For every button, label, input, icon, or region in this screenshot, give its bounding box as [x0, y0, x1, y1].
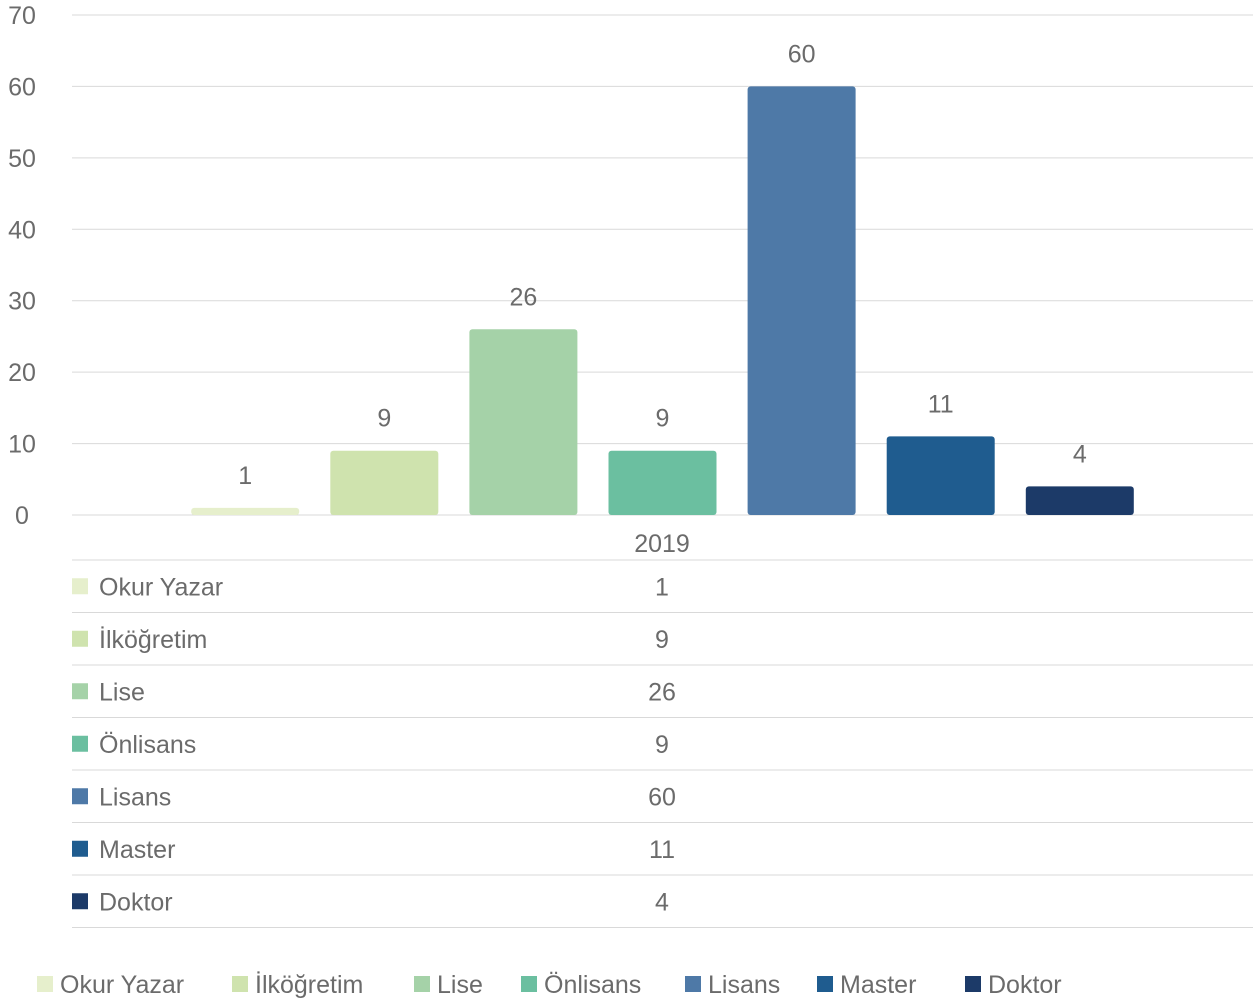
table-legend-key — [72, 578, 88, 595]
data-label: 60 — [788, 40, 816, 68]
gridlines — [72, 14, 1253, 516]
bar — [608, 450, 717, 515]
legend-label: Doktor — [988, 971, 1062, 999]
y-tick-label: 20 — [8, 359, 36, 387]
legend-swatch — [521, 976, 537, 992]
bar — [886, 436, 995, 515]
data-label: 4 — [1073, 440, 1087, 468]
bar — [330, 450, 439, 515]
y-tick-label: 10 — [8, 431, 36, 459]
data-label: 26 — [509, 283, 537, 311]
legend-label: Önlisans — [544, 971, 641, 999]
data-label: 9 — [656, 405, 670, 433]
legend: Okur Yazar İlköğretim Lise Önlisans Lisans Ma… — [37, 970, 1062, 999]
table-series-name: Doktor — [99, 888, 173, 916]
legend-label: Lise — [437, 971, 483, 999]
data-label: 11 — [928, 390, 954, 418]
bar — [469, 329, 578, 515]
table-value: 60 — [648, 783, 676, 811]
y-tick-label: 70 — [8, 2, 36, 30]
y-tick-label: 30 — [8, 288, 36, 316]
legend-swatch — [232, 976, 248, 992]
legend-swatch — [685, 976, 701, 992]
table-legend-key — [72, 840, 88, 857]
legend-label: İlköğretim — [255, 970, 363, 999]
table-series-name: Lise — [99, 678, 145, 706]
data-label: 1 — [238, 462, 252, 490]
legend-swatch — [414, 976, 430, 992]
data-label: 9 — [377, 405, 391, 433]
y-tick-label: 40 — [8, 216, 36, 244]
category-label: 2019 — [634, 530, 690, 558]
table-legend-key — [72, 735, 88, 752]
table-value: 26 — [648, 678, 676, 706]
legend-swatch — [965, 976, 981, 992]
category-axis: 2019 — [634, 530, 690, 558]
table-value: 11 — [649, 836, 675, 864]
table-series-name: Önlisans — [99, 731, 196, 759]
y-tick-label: 50 — [8, 145, 36, 173]
legend-label: Master — [840, 971, 916, 999]
table-value: 9 — [655, 731, 669, 759]
table-value: 9 — [655, 626, 669, 654]
table-series-name: Lisans — [99, 783, 171, 811]
y-tick-label: 60 — [8, 73, 36, 101]
table-series-name: Master — [99, 836, 175, 864]
bar — [1025, 486, 1134, 515]
table-legend-key — [72, 630, 88, 647]
bar — [191, 507, 300, 515]
legend-swatch — [817, 976, 833, 992]
bar — [747, 86, 856, 515]
data-table: Okur Yazar 1 İlköğretim 9 Lise 26 Önlisans 9 Lis… — [72, 559, 1253, 928]
table-series-name: Okur Yazar — [99, 573, 223, 601]
y-axis-ticks: 0 10 20 30 40 50 60 70 — [8, 2, 36, 530]
table-legend-key — [72, 788, 88, 805]
table-series-name: İlköğretim — [99, 625, 207, 654]
legend-label: Okur Yazar — [60, 971, 184, 999]
table-value: 4 — [655, 888, 669, 916]
legend-swatch — [37, 976, 53, 992]
table-value: 1 — [655, 573, 669, 601]
legend-label: Lisans — [708, 971, 780, 999]
y-tick-label: 0 — [15, 502, 29, 530]
table-legend-key — [72, 893, 88, 910]
bars — [191, 86, 1134, 515]
table-legend-key — [72, 683, 88, 700]
data-labels: 1 9 26 9 60 11 4 — [238, 40, 1087, 489]
